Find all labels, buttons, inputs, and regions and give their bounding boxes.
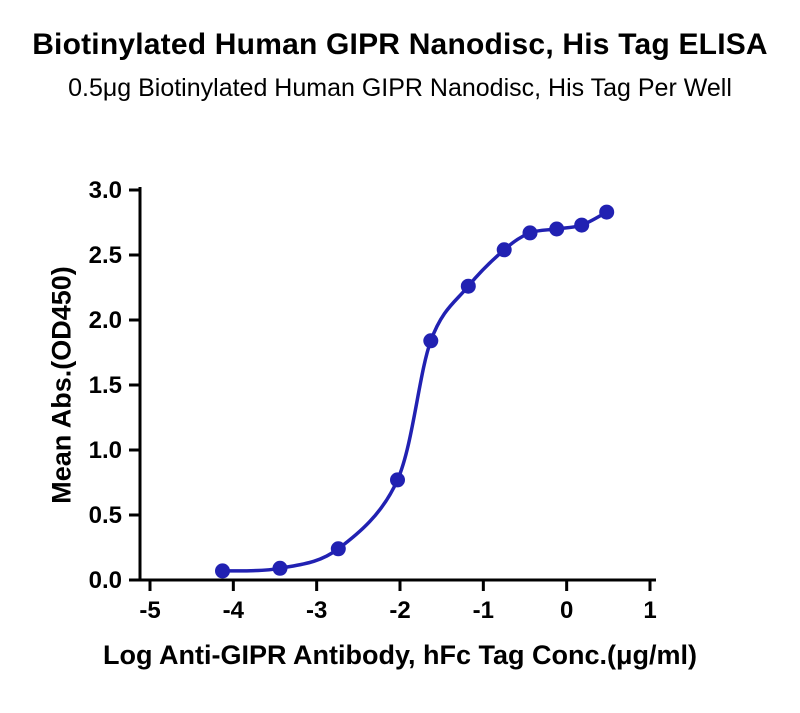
data-point (272, 560, 288, 576)
chart-title: Biotinylated Human GIPR Nanodisc, His Ta… (32, 28, 768, 61)
x-tick-label: -2 (389, 597, 410, 624)
x-tick-label: -4 (223, 597, 245, 624)
data-point (390, 472, 405, 488)
data-point (496, 242, 512, 258)
fit-curve (220, 210, 609, 573)
y-tick-label: 2.0 (89, 307, 122, 334)
data-point (599, 204, 615, 220)
y-tick-label: 0.0 (89, 567, 122, 594)
x-tick-label: -1 (473, 597, 494, 624)
x-tick-label: -5 (139, 597, 160, 624)
y-tick-label: 1.5 (89, 372, 122, 399)
x-tick-label: 1 (643, 597, 656, 624)
x-axis-label: Log Anti-GIPR Antibody, hFc Tag Conc.(μg… (103, 640, 697, 670)
data-point (549, 221, 565, 237)
data-point (460, 278, 476, 294)
data-point (215, 563, 230, 579)
y-tick-label: 2.5 (89, 242, 122, 269)
y-tick-label: 3.0 (89, 177, 122, 204)
data-point (423, 333, 439, 349)
data-point (330, 541, 346, 557)
y-tick-label: 0.5 (89, 502, 122, 529)
data-point (574, 217, 590, 233)
x-tick-label: 0 (560, 597, 573, 624)
data-point (522, 225, 538, 241)
x-tick-label: -3 (306, 597, 327, 624)
axis-lines (138, 187, 656, 582)
y-axis-label: Mean Abs.(OD450) (46, 266, 77, 504)
chart-subtitle: 0.5μg Biotinylated Human GIPR Nanodisc, … (68, 74, 732, 102)
y-tick-label: 1.0 (89, 437, 122, 464)
